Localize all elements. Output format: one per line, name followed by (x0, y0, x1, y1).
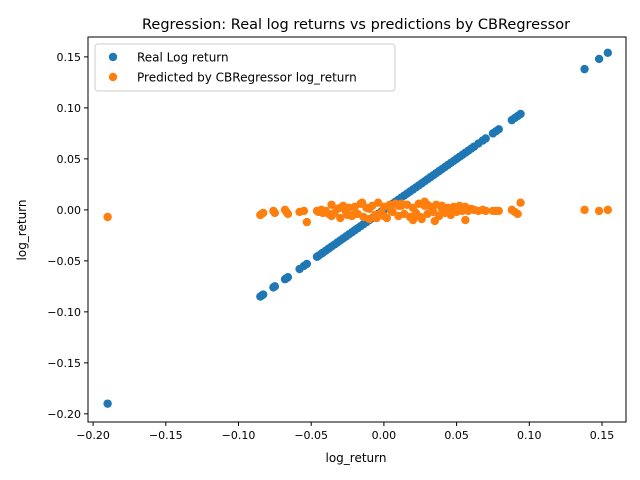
data-point (302, 259, 312, 269)
data-point (357, 198, 367, 207)
data-point (580, 64, 589, 74)
data-point (430, 216, 439, 226)
series-1 (103, 197, 613, 227)
legend: Real Log return Predicted by CBRegressor… (94, 43, 396, 92)
points-layer (103, 48, 613, 408)
x-tick-label: −0.05 (294, 429, 328, 442)
data-point (336, 203, 345, 213)
x-tick-label: −0.15 (149, 429, 183, 442)
data-point (455, 202, 464, 212)
chart-title: Regression: Real log returns vs predicti… (142, 17, 570, 33)
series-0 (103, 48, 613, 408)
y-tick-label: −0.05 (47, 255, 81, 268)
data-point (594, 54, 604, 64)
x-axis: −0.20 −0.15 −0.10 −0.05 0.00 0.05 0.10 0.15 (76, 422, 614, 442)
y-tick-label: −0.20 (47, 408, 81, 421)
data-point (365, 214, 374, 224)
data-point (408, 215, 418, 225)
data-point (516, 109, 525, 119)
data-point (416, 212, 425, 222)
data-point (350, 209, 360, 219)
data-point (327, 211, 336, 221)
x-tick-label: 0.15 (590, 429, 615, 442)
data-point (494, 206, 503, 216)
data-point (365, 204, 374, 214)
plot-frame (87, 36, 627, 423)
legend-label-predicted: Predicted by CBRegressor log_return (137, 71, 357, 85)
y-tick-label: −0.15 (47, 357, 81, 370)
data-point (429, 207, 438, 217)
x-axis-label: log_return (326, 451, 387, 465)
legend-marker-real (108, 52, 118, 62)
data-point (513, 209, 522, 219)
x-tick-label: −0.10 (222, 429, 256, 442)
y-axis-label: log_return (15, 200, 29, 261)
x-tick-label: 0.00 (372, 429, 397, 442)
data-point (302, 217, 312, 227)
data-point (259, 290, 268, 299)
data-point (343, 210, 352, 220)
data-point (336, 213, 345, 223)
y-tick-label: 0.15 (57, 51, 82, 64)
legend-marker-predicted (108, 72, 118, 82)
x-tick-label: −0.20 (76, 429, 110, 442)
data-point (327, 200, 336, 209)
data-point (603, 48, 613, 58)
data-point (379, 211, 389, 221)
y-axis: −0.20 −0.15 −0.10 −0.05 0.00 0.05 0.10 0.15 (47, 51, 88, 421)
data-point (103, 399, 112, 408)
data-point (445, 205, 454, 215)
y-tick-label: −0.10 (47, 306, 81, 319)
data-point (516, 198, 525, 207)
data-point (386, 206, 396, 216)
data-point (580, 205, 589, 215)
data-point (461, 215, 470, 225)
data-point (283, 272, 293, 282)
data-point (437, 204, 447, 214)
data-point (494, 125, 503, 134)
data-point (394, 201, 403, 210)
data-point (270, 282, 280, 291)
data-point (594, 206, 604, 216)
legend-box (94, 43, 396, 92)
data-point (603, 205, 613, 215)
data-point (372, 213, 381, 223)
data-point (299, 206, 309, 216)
data-point (259, 208, 268, 218)
y-tick-label: 0.00 (57, 204, 82, 217)
data-point (423, 200, 432, 209)
data-point (103, 212, 112, 222)
x-tick-label: 0.10 (517, 429, 542, 442)
data-point (481, 206, 490, 216)
data-point (481, 134, 490, 143)
y-tick-label: 0.05 (57, 153, 82, 166)
x-tick-label: 0.05 (444, 429, 469, 442)
y-tick-label: 0.10 (57, 102, 82, 115)
data-point (373, 198, 383, 207)
legend-label-real: Real Log return (137, 51, 229, 65)
data-point (283, 209, 293, 219)
data-point (270, 208, 280, 218)
